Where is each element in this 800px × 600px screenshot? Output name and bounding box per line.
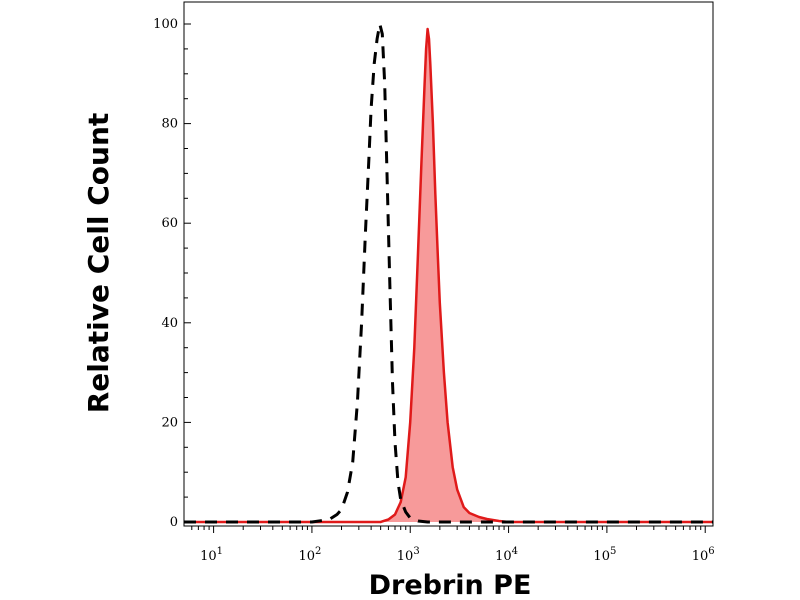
- sample-histogram-fill: [184, 29, 713, 522]
- y-tick-label: 80: [161, 117, 178, 132]
- x-axis-label: Drebrin PE: [369, 570, 532, 600]
- control-histogram-dashed: [184, 22, 713, 524]
- x-tick-label: 104: [495, 546, 518, 564]
- y-axis-label: Relative Cell Count: [82, 113, 115, 414]
- x-tick-label: 102: [298, 546, 321, 564]
- x-tick-label: 103: [397, 546, 420, 564]
- y-tick-label: 60: [161, 216, 178, 231]
- y-tick-label: 40: [161, 316, 178, 331]
- plot-frame: [183, 1, 714, 527]
- axes-layer: 0 20 40 60 80 100 101 102 103 104 105 106: [153, 1, 715, 564]
- y-tick-label: 0: [170, 515, 178, 530]
- sample-histogram-outline: [184, 27, 713, 524]
- x-tick-label: 101: [200, 546, 223, 564]
- series-layer: [184, 22, 713, 524]
- y-tick-label: 20: [161, 415, 178, 430]
- x-tick-label: 106: [692, 546, 715, 564]
- x-tick-label: 105: [593, 546, 616, 564]
- y-tick-label: 100: [153, 17, 178, 32]
